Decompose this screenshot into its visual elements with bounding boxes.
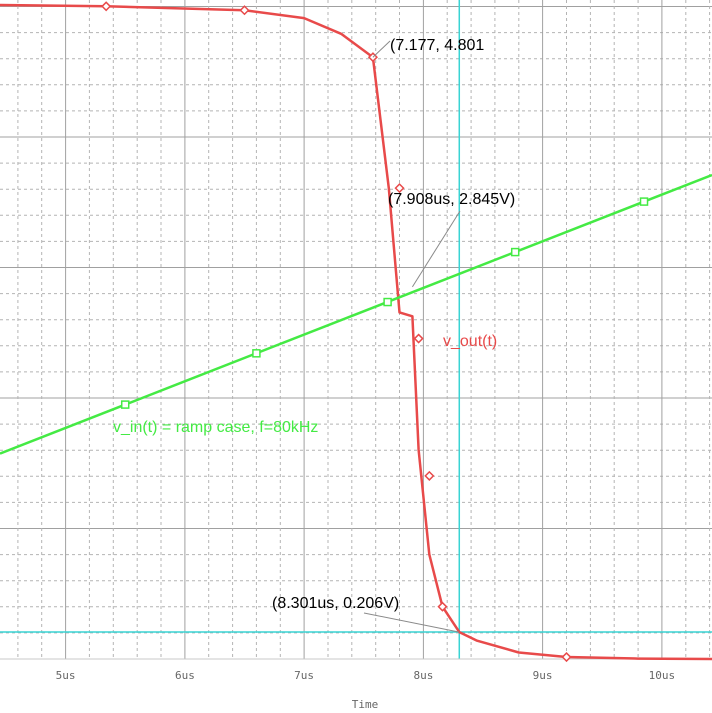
annotations: (7.177, 4.801 (7.908us, 2.845V) (8.301us, … <box>272 37 515 633</box>
cursor-lines[interactable] <box>0 0 712 659</box>
x-tick-label: 9us <box>533 669 553 682</box>
x-tick-labels: 5us 6us 7us 8us 9us 10us <box>56 669 675 682</box>
x-tick-label: 10us <box>649 669 676 682</box>
annotation-leader <box>411 210 461 288</box>
v-out-marker <box>424 470 435 481</box>
x-tick-label: 5us <box>56 669 76 682</box>
v-out-marker <box>561 651 572 663</box>
grid <box>0 0 712 660</box>
v-in-marker <box>510 247 520 257</box>
x-axis-title: Time <box>352 698 379 711</box>
v-out-marker <box>394 183 405 194</box>
x-tick-label: 7us <box>294 669 314 682</box>
v-out-marker <box>239 5 250 16</box>
annotation-label: (7.908us, 2.845V) <box>388 191 515 208</box>
v-in-marker <box>639 197 649 206</box>
series-lines <box>0 3 712 661</box>
x-tick-label: 8us <box>413 669 433 682</box>
v-out-marker <box>413 333 424 344</box>
v-in-marker <box>120 400 130 409</box>
annotation-label: (8.301us, 0.206V) <box>272 595 399 612</box>
v-in-marker <box>252 349 261 358</box>
series-line-v-out <box>0 3 712 661</box>
annotation-leader <box>372 40 391 58</box>
series-label-v-out: v_out(t) <box>443 333 497 350</box>
annotation-label: (7.177, 4.801 <box>390 37 484 54</box>
v-out-marker <box>437 601 448 612</box>
v-in-marker <box>383 297 392 307</box>
x-tick-label: 6us <box>175 669 195 682</box>
annotation-leader <box>363 612 460 633</box>
series-line-v-in <box>0 173 712 455</box>
series-label-v-in: v_in(t) = ramp case, f=80kHz <box>113 419 318 436</box>
v-out-marker <box>101 1 112 12</box>
